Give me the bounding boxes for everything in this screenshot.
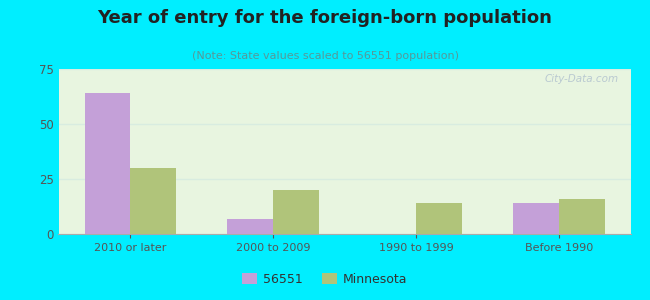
Bar [416, 203, 462, 234]
Bar [227, 219, 273, 234]
Text: Year of entry for the foreign-born population: Year of entry for the foreign-born popul… [98, 9, 552, 27]
Bar [559, 199, 604, 234]
Bar [84, 93, 130, 234]
Bar [513, 203, 559, 234]
Bar [273, 190, 318, 234]
Text: (Note: State values scaled to 56551 population): (Note: State values scaled to 56551 popu… [192, 51, 458, 61]
Bar [130, 168, 176, 234]
Legend: 56551, Minnesota: 56551, Minnesota [237, 268, 413, 291]
Text: City-Data.com: City-Data.com [545, 74, 619, 84]
